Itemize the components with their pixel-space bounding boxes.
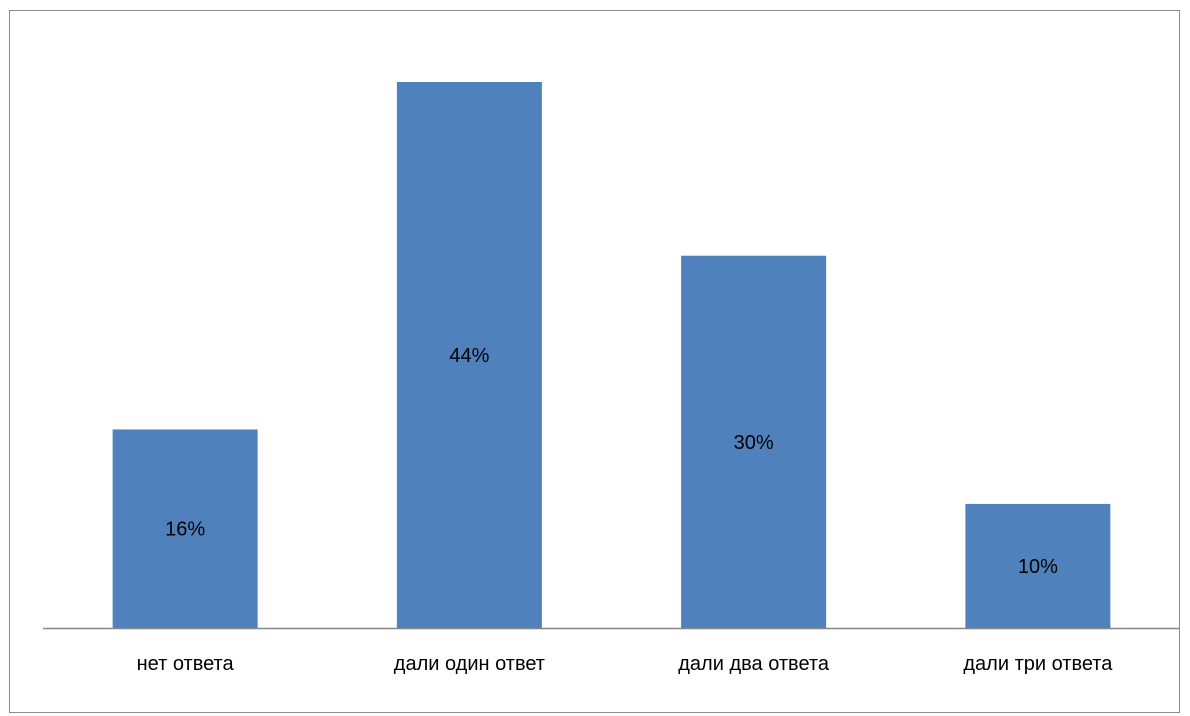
- data-label-4: 10%: [1018, 556, 1058, 578]
- data-label-1: 16%: [165, 519, 205, 541]
- category-labels: нет ответа дали один ответ дали два ответа…: [137, 653, 1114, 675]
- data-label-2: 44%: [449, 345, 489, 367]
- bars-group: 16% 44% 30% 10%: [113, 82, 1111, 628]
- data-label-3: 30%: [734, 432, 774, 454]
- category-label-3: дали два ответа: [678, 653, 830, 675]
- category-label-2: дали один ответ: [394, 653, 545, 675]
- category-label-4: дали три ответа: [963, 653, 1113, 675]
- category-label-1: нет ответа: [137, 653, 235, 675]
